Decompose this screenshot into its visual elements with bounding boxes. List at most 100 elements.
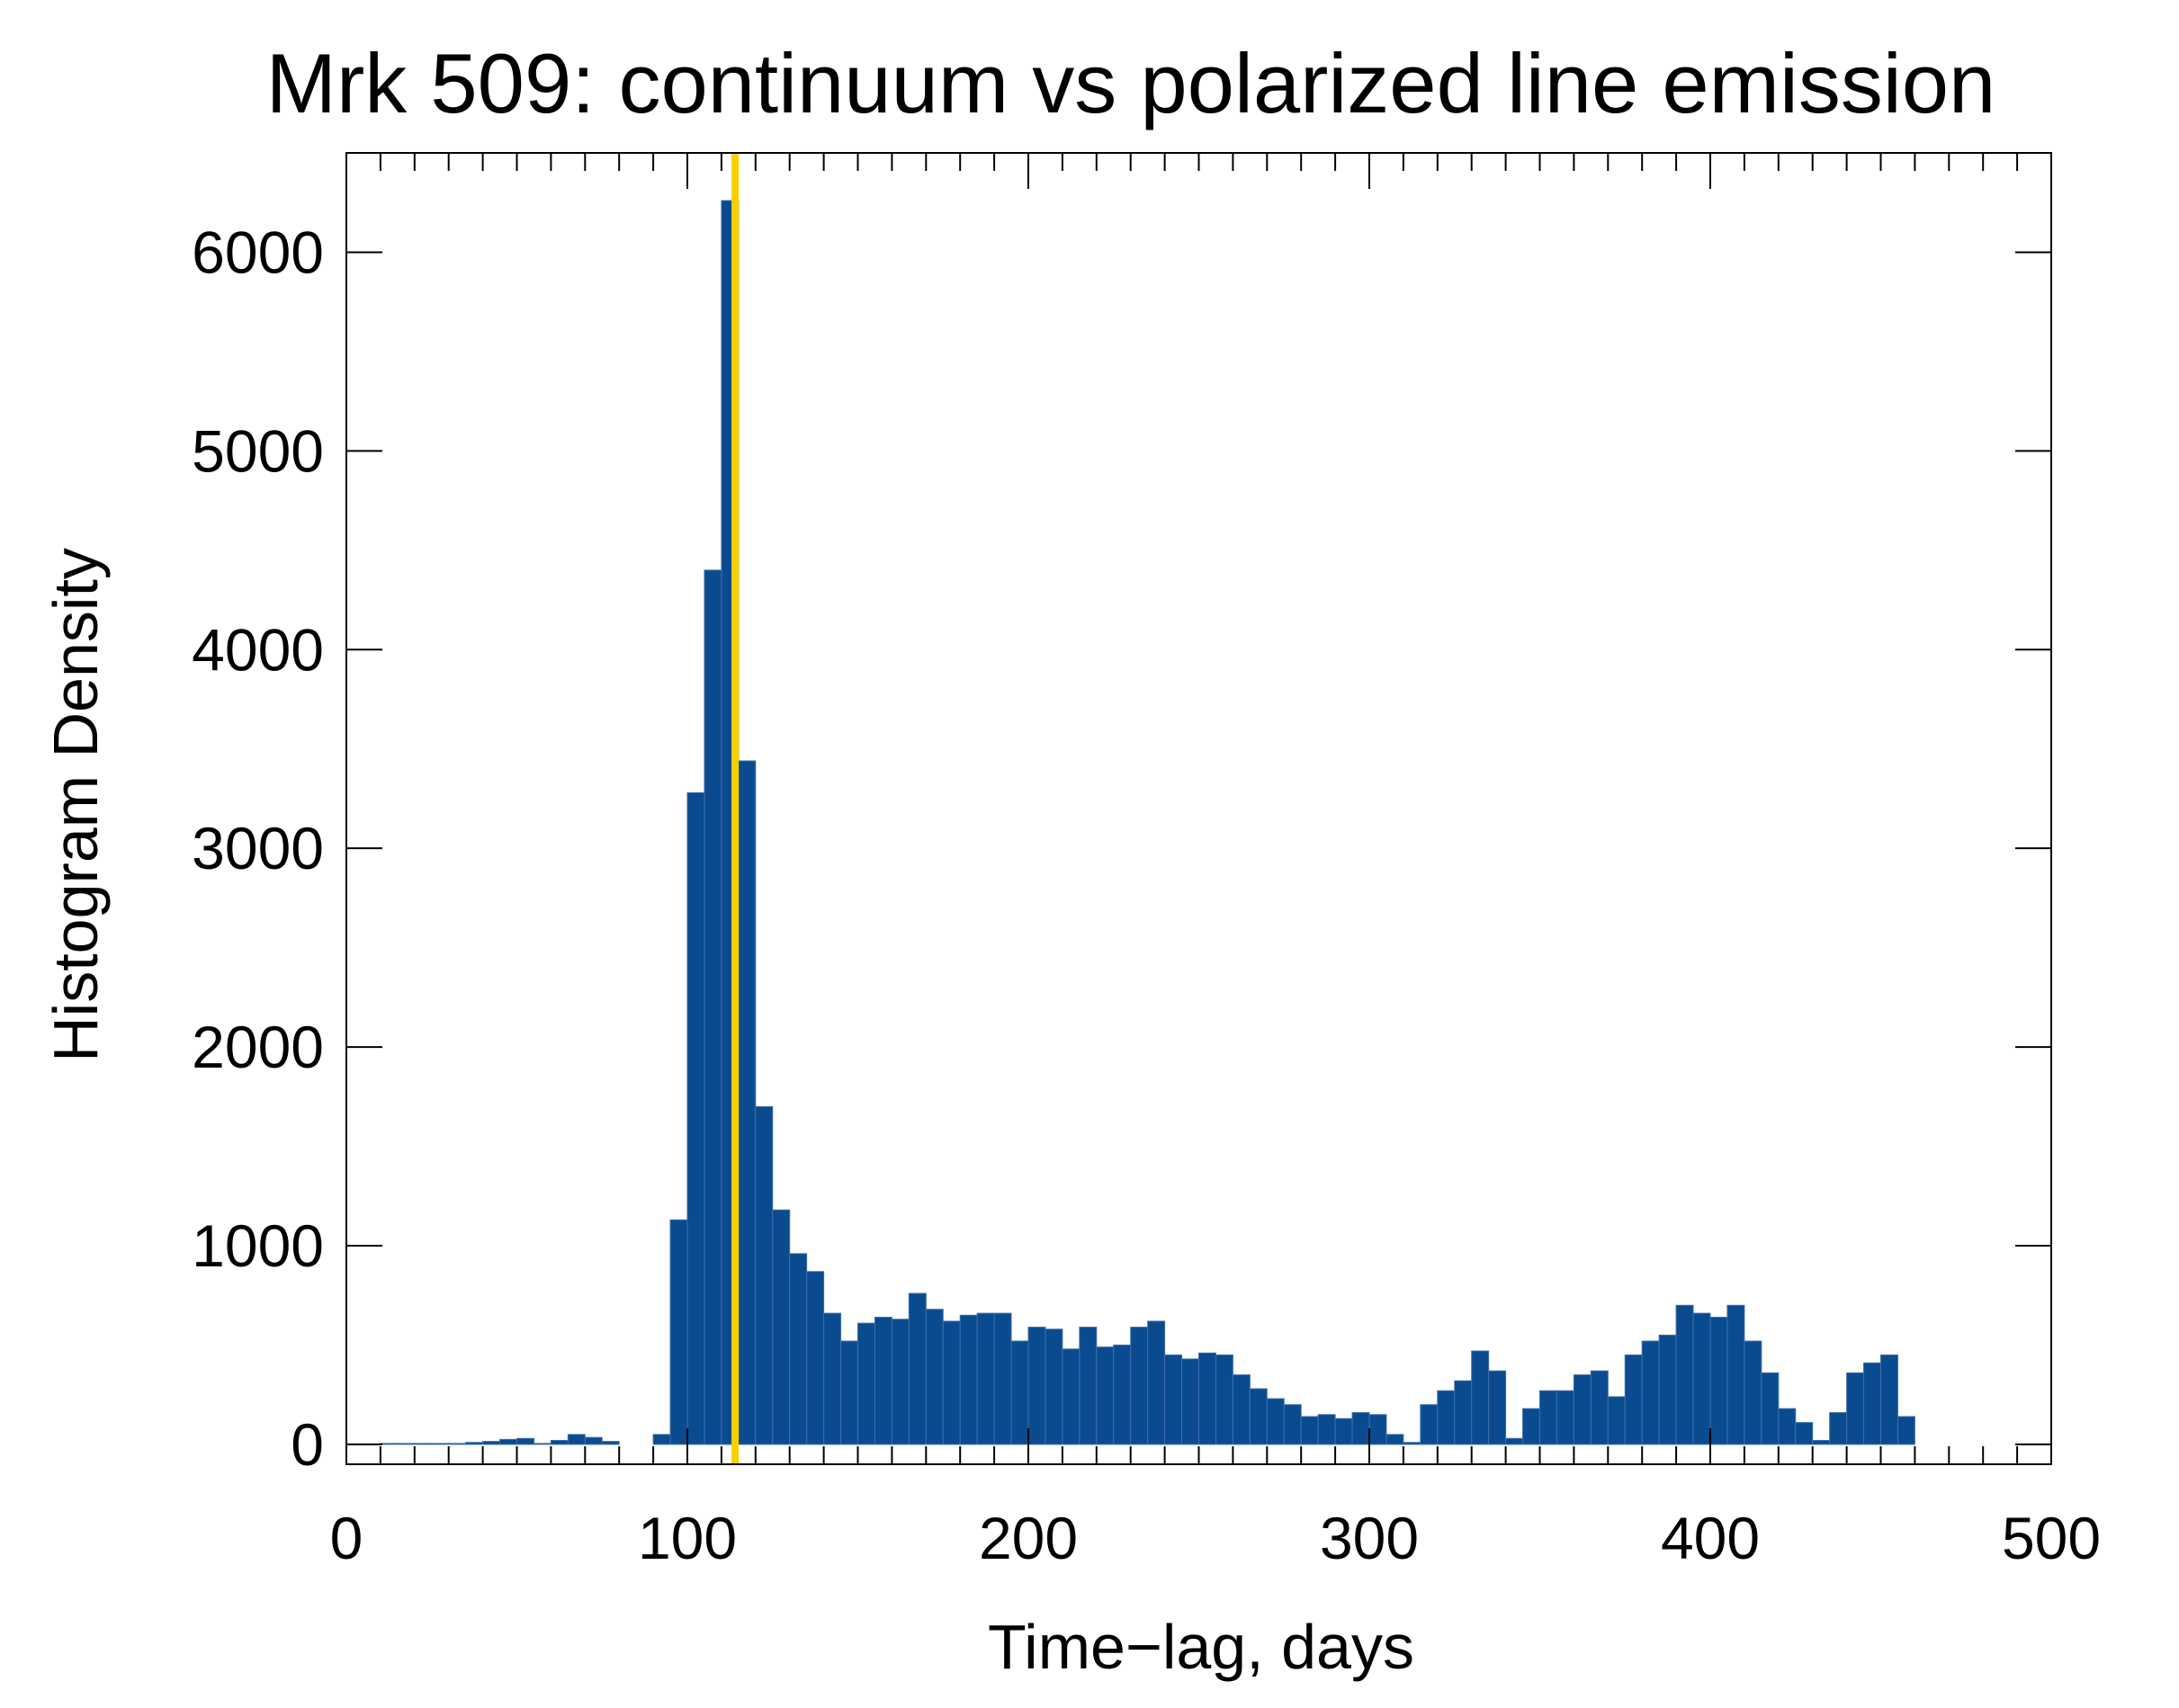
histogram-bar <box>567 1434 586 1445</box>
histogram-bar <box>1351 1412 1370 1445</box>
y-tick-label: 4000 <box>192 616 324 683</box>
histogram-bar <box>1744 1340 1762 1445</box>
histogram-bar <box>1079 1327 1098 1445</box>
x-tick-labels: 0 100 200 300 400 500 <box>330 1505 2101 1571</box>
chart-title: Mrk 509: continuum vs polarized line emi… <box>266 36 1996 130</box>
histogram-bar <box>993 1312 1012 1445</box>
plot-frame <box>345 152 2052 1465</box>
histogram-bar <box>908 1292 927 1445</box>
histogram-bar <box>1317 1414 1336 1445</box>
histogram-bar <box>669 1219 688 1445</box>
bar-series <box>380 200 1915 1445</box>
histogram-bar <box>1437 1390 1456 1445</box>
histogram-bar <box>1812 1439 1831 1445</box>
histogram-bar <box>942 1320 961 1445</box>
histogram-bar <box>1164 1355 1183 1445</box>
histogram-bar <box>550 1439 569 1445</box>
histogram-bar <box>1232 1374 1251 1445</box>
y-tick-label: 0 <box>291 1411 324 1478</box>
histogram-bar <box>465 1442 484 1445</box>
histogram-bar <box>482 1441 501 1445</box>
histogram-bar <box>1198 1352 1216 1445</box>
histogram-bar <box>806 1271 825 1445</box>
histogram-bar <box>976 1312 995 1445</box>
histogram-bar <box>1573 1374 1592 1445</box>
histogram-bar <box>652 1434 671 1445</box>
histogram-bar <box>925 1309 944 1445</box>
histogram-bar <box>1062 1348 1081 1445</box>
histogram-bar <box>1829 1412 1848 1445</box>
histogram-bar <box>1761 1372 1780 1445</box>
histogram-bar <box>1863 1362 1882 1445</box>
histogram-bar <box>1709 1317 1728 1445</box>
y-tick-label: 3000 <box>192 815 324 881</box>
histogram-bar <box>1471 1350 1490 1445</box>
histogram-bar <box>1641 1340 1660 1445</box>
histogram-bar <box>891 1319 910 1445</box>
x-tick-label: 400 <box>1661 1505 1760 1571</box>
histogram-bar <box>959 1314 978 1445</box>
x-tick-label: 0 <box>330 1505 363 1571</box>
histogram-bar <box>789 1253 808 1445</box>
histogram-bar <box>857 1322 875 1445</box>
histogram-bar <box>686 791 705 1445</box>
histogram-bar <box>499 1438 517 1445</box>
histogram-bar <box>1556 1390 1574 1445</box>
y-tick-label: 5000 <box>192 417 324 484</box>
histogram-bar <box>1897 1416 1915 1445</box>
histogram-bar <box>1846 1372 1865 1445</box>
histogram-bar <box>1505 1437 1524 1445</box>
histogram-bar <box>1113 1344 1132 1445</box>
x-tick-label: 200 <box>979 1505 1078 1571</box>
histogram-bar <box>584 1436 603 1445</box>
histogram-bar <box>1726 1304 1745 1445</box>
histogram-bar <box>1096 1346 1115 1445</box>
x-tick-label: 300 <box>1320 1505 1419 1571</box>
histogram-bar <box>1181 1358 1200 1445</box>
histogram-bar <box>1300 1416 1319 1445</box>
histogram-bar <box>516 1437 534 1445</box>
x-tick-label: 500 <box>2002 1505 2101 1571</box>
histogram-bar <box>1607 1396 1626 1445</box>
histogram-bar <box>1778 1408 1797 1445</box>
histogram-bar <box>1880 1355 1898 1445</box>
histogram-bar <box>1454 1380 1473 1445</box>
y-axis-title: Histogram Density <box>40 548 111 1062</box>
histogram-bar <box>1147 1320 1166 1445</box>
histogram-bar <box>1624 1355 1643 1445</box>
y-tick-labels: 0 1000 2000 3000 4000 5000 6000 <box>192 219 324 1477</box>
histogram-bar <box>1130 1327 1149 1445</box>
histogram-bar <box>874 1317 892 1445</box>
histogram-bar <box>704 569 722 1445</box>
histogram-bar <box>1675 1304 1694 1445</box>
histogram-bar <box>1692 1312 1711 1445</box>
axis-ticks <box>345 153 2052 1464</box>
histogram-bar <box>1249 1388 1268 1445</box>
histogram-bar <box>1420 1404 1439 1445</box>
histogram-bar <box>1590 1370 1609 1445</box>
histogram-bar <box>840 1340 858 1445</box>
y-tick-label: 1000 <box>192 1212 324 1279</box>
histogram-bar <box>1522 1408 1541 1445</box>
histogram-bar <box>823 1312 842 1445</box>
histogram-bar <box>738 760 757 1445</box>
x-tick-label: 100 <box>638 1505 737 1571</box>
histogram-bar <box>1385 1434 1404 1445</box>
histogram-bar <box>601 1441 620 1445</box>
histogram-bar <box>1266 1398 1285 1445</box>
histogram-bar <box>1027 1327 1046 1445</box>
x-axis-title: Time−lag, days <box>988 1612 1414 1682</box>
histogram-bar <box>1658 1334 1677 1445</box>
histogram-bar <box>1283 1404 1302 1445</box>
histogram-bar <box>1795 1422 1814 1445</box>
histogram-bar <box>1539 1390 1557 1445</box>
histogram-bar <box>1045 1328 1063 1445</box>
y-tick-label: 2000 <box>192 1014 324 1080</box>
histogram-bar <box>1334 1417 1353 1445</box>
y-tick-label: 6000 <box>192 219 324 285</box>
histogram-bar <box>1488 1370 1507 1445</box>
histogram-bar <box>1215 1355 1233 1445</box>
histogram-bar <box>1368 1414 1387 1445</box>
histogram-bar <box>1010 1340 1029 1445</box>
